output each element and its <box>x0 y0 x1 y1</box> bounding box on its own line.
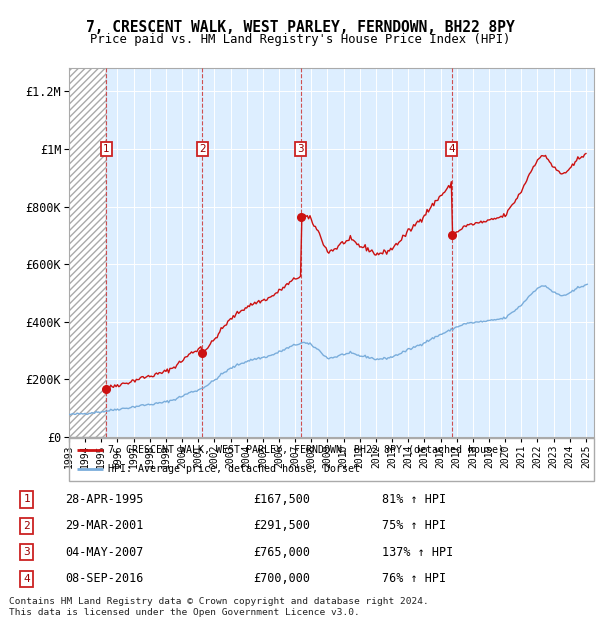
Text: 75% ↑ HPI: 75% ↑ HPI <box>382 520 446 533</box>
Text: 76% ↑ HPI: 76% ↑ HPI <box>382 572 446 585</box>
Text: 04-MAY-2007: 04-MAY-2007 <box>65 546 143 559</box>
Text: 137% ↑ HPI: 137% ↑ HPI <box>382 546 454 559</box>
Text: Contains HM Land Registry data © Crown copyright and database right 2024.
This d: Contains HM Land Registry data © Crown c… <box>9 598 429 617</box>
Text: £700,000: £700,000 <box>253 572 310 585</box>
Text: 1: 1 <box>103 144 110 154</box>
Text: 2: 2 <box>199 144 205 154</box>
Bar <box>69 68 106 437</box>
Text: 08-SEP-2016: 08-SEP-2016 <box>65 572 143 585</box>
Text: 2: 2 <box>23 521 30 531</box>
Text: 3: 3 <box>23 547 30 557</box>
Text: Price paid vs. HM Land Registry's House Price Index (HPI): Price paid vs. HM Land Registry's House … <box>90 33 510 46</box>
Text: 81% ↑ HPI: 81% ↑ HPI <box>382 493 446 506</box>
Text: 28-APR-1995: 28-APR-1995 <box>65 493 143 506</box>
Text: 4: 4 <box>23 574 30 584</box>
Text: 3: 3 <box>298 144 304 154</box>
Text: 29-MAR-2001: 29-MAR-2001 <box>65 520 143 533</box>
Text: 1: 1 <box>23 494 30 505</box>
Text: HPI: Average price, detached house, Dorset: HPI: Average price, detached house, Dors… <box>109 464 361 474</box>
Text: 7, CRESCENT WALK, WEST PARLEY, FERNDOWN, BH22 8PY: 7, CRESCENT WALK, WEST PARLEY, FERNDOWN,… <box>86 20 514 35</box>
Text: 7, CRESCENT WALK, WEST PARLEY, FERNDOWN, BH22 8PY (detached house): 7, CRESCENT WALK, WEST PARLEY, FERNDOWN,… <box>109 445 505 454</box>
Text: 4: 4 <box>448 144 455 154</box>
Text: £765,000: £765,000 <box>253 546 310 559</box>
Text: £167,500: £167,500 <box>253 493 310 506</box>
Text: £291,500: £291,500 <box>253 520 310 533</box>
